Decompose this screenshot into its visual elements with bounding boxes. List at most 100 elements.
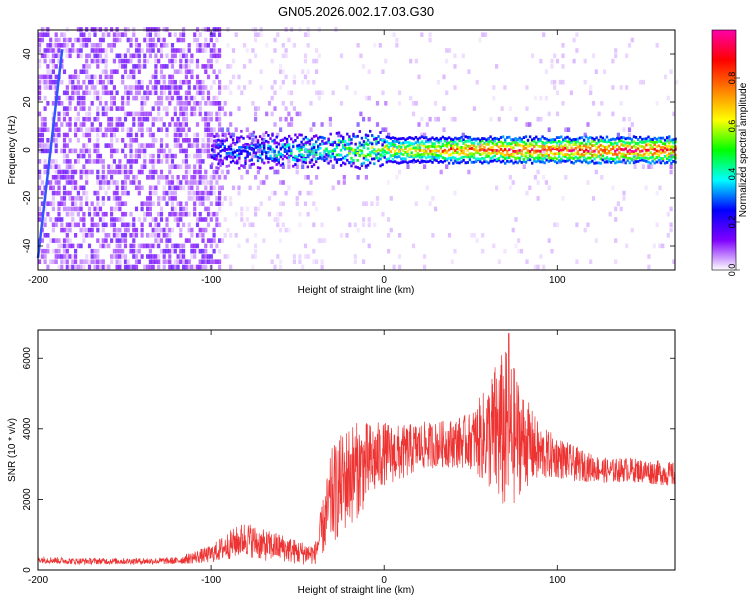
spectrogram-carrier-cell <box>219 164 222 167</box>
spectrogram-carrier-cell <box>225 152 228 155</box>
spectrogram-cell <box>206 116 211 122</box>
spectrogram-carrier-cell <box>464 161 467 165</box>
spectrogram-carrier-cell <box>491 137 494 141</box>
spectrogram-carrier-cell <box>537 156 540 160</box>
spectrogram-cell <box>212 27 216 32</box>
spectrogram-carrier-cell <box>541 158 544 161</box>
spectrogram-carrier-cell <box>261 150 264 154</box>
spectrogram-cell <box>201 259 205 264</box>
spectrogram-cell <box>193 132 197 138</box>
spectrogram-carrier-cell <box>283 150 287 153</box>
spectrogram-cell <box>547 127 551 132</box>
spectrogram-cell <box>195 37 200 43</box>
spectrogram-cell <box>204 148 208 154</box>
spectrogram-carrier-cell <box>327 153 330 157</box>
spectrogram-cell <box>57 180 61 185</box>
spectrogram-carrier-cell <box>653 143 656 147</box>
spectrogram-cell <box>165 85 169 90</box>
spectrogram-cell <box>68 48 72 53</box>
spectrogram-carrier-cell <box>396 155 399 159</box>
spectrogram-cell <box>212 43 216 48</box>
spectrogram-carrier-cell <box>400 157 403 161</box>
spectrogram-carrier-cell <box>335 143 339 147</box>
spectrogram-cell <box>173 32 177 37</box>
spectrogram-carrier-cell <box>643 159 646 163</box>
spectrogram-carrier-cell <box>508 153 511 157</box>
spectrogram-carrier-cell <box>252 147 255 151</box>
spectrogram-cell <box>287 122 291 127</box>
spectrogram-cell <box>51 222 55 228</box>
spectrogram-cell <box>38 85 42 90</box>
spectrogram-cell <box>159 227 164 233</box>
spectrogram-cell <box>193 190 197 196</box>
spectrogram-carrier-cell <box>605 147 609 151</box>
spectrogram-cell <box>168 227 172 233</box>
spectrogram-cell <box>74 180 78 185</box>
spectrogram-carrier-cell <box>533 149 536 153</box>
spectrogram-carrier-cell <box>663 138 667 142</box>
spectrogram-cell <box>223 233 227 238</box>
spectrogram-cell <box>198 32 202 37</box>
spectrogram-cell <box>121 180 125 185</box>
spectrogram-carrier-cell <box>254 151 258 155</box>
spectrogram-carrier-cell <box>659 151 663 155</box>
spectrogram-cell <box>281 79 285 85</box>
spectrogram-cell <box>575 48 579 53</box>
spectrogram-carrier-cell <box>217 166 220 170</box>
spectrogram-cell <box>46 143 50 148</box>
spectrogram-carrier-cell <box>352 134 355 138</box>
spectrogram-carrier-cell <box>541 160 544 164</box>
spectrogram-carrier-cell <box>495 158 499 161</box>
spectrogram-cell <box>229 111 233 117</box>
spectrogram-cell <box>298 111 302 117</box>
spectrogram-carrier-cell <box>375 153 378 157</box>
spectrogram-cell <box>190 243 194 249</box>
spectrogram-cell <box>110 143 114 148</box>
spectrogram-cell <box>90 58 94 64</box>
spectrogram-cell <box>173 164 177 169</box>
spectrogram-cell <box>195 74 200 80</box>
spectrogram-cell <box>57 243 61 249</box>
spectrogram-carrier-cell <box>653 161 656 165</box>
spectrogram-cell <box>176 69 180 74</box>
spectrogram-cell <box>71 169 75 175</box>
spectrogram-cell <box>204 254 208 259</box>
spectrogram-carrier-cell <box>553 156 557 160</box>
spectrogram-carrier-cell <box>454 149 457 152</box>
spectrogram-carrier-cell <box>666 161 669 164</box>
spectrogram-cell <box>212 211 216 217</box>
spectrogram-cell <box>384 101 388 106</box>
spectrogram-cell <box>370 201 374 206</box>
spectrogram-carrier-cell <box>441 150 445 153</box>
spectrogram-cell <box>159 138 164 143</box>
spectrogram-cell <box>159 64 164 69</box>
spectrogram-cell <box>555 111 560 117</box>
spectrogram-carrier-cell <box>568 137 571 141</box>
spectrogram-carrier-cell <box>356 134 359 138</box>
spectrogram-cell <box>270 259 274 264</box>
spectrogram-cell <box>112 37 116 43</box>
spectrogram-cell <box>182 248 186 254</box>
spectrogram-cell <box>132 64 136 69</box>
spectrogram-carrier-cell <box>510 153 513 156</box>
spectrogram-cell <box>151 48 155 53</box>
spectrogram-cell <box>101 211 105 217</box>
spectrogram-cell <box>54 169 58 175</box>
spectrogram-cell <box>251 153 255 159</box>
spectrogram-carrier-cell <box>545 141 548 144</box>
spectrogram-carrier-cell <box>589 152 592 156</box>
spectrogram-cell <box>82 95 86 101</box>
spectrogram-cell <box>173 53 177 59</box>
spectrogram-cell <box>614 217 618 222</box>
spectrogram-cell <box>569 90 573 96</box>
spectrogram-carrier-cell <box>377 135 380 138</box>
spectrogram-cell <box>170 243 175 249</box>
spectrogram-carrier-cell <box>331 149 334 152</box>
spectrogram-cell <box>170 227 175 233</box>
spectrogram-carrier-cell <box>273 138 276 142</box>
spectrogram-cell <box>62 159 67 164</box>
spectrogram-carrier-cell <box>514 137 517 140</box>
spectrogram-cell <box>85 64 89 69</box>
spectrogram-cell <box>445 48 449 53</box>
